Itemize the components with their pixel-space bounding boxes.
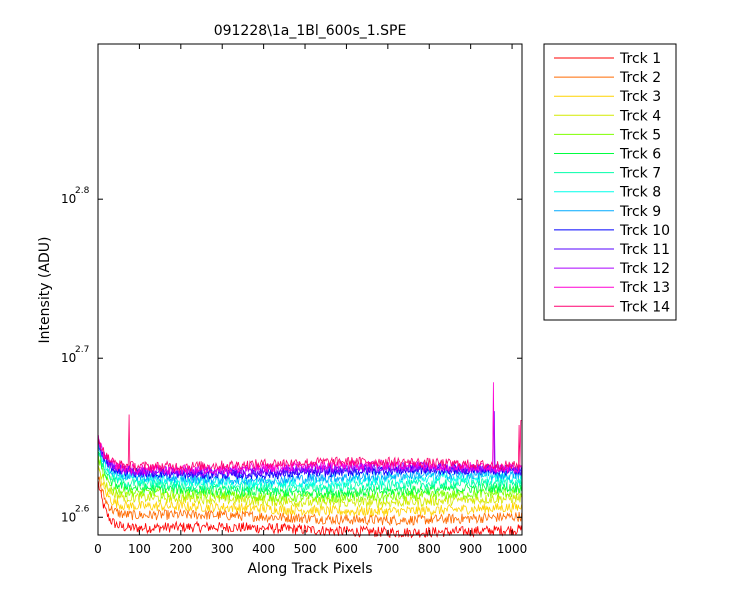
x-tick-label: 900 <box>459 542 482 556</box>
legend-label-8: Trck 8 <box>619 185 661 201</box>
chart-title: 091228\1a_1Bl_600s_1.SPE <box>214 23 407 39</box>
legend-label-9: Trck 9 <box>619 204 661 220</box>
y-tick-label-exponent: 2.7 <box>75 345 89 355</box>
legend-label-4: Trck 4 <box>619 108 661 124</box>
x-tick-label: 0 <box>94 542 102 556</box>
x-tick-label: 600 <box>335 542 358 556</box>
legend-box <box>543 43 677 321</box>
x-axis-label: Along Track Pixels <box>247 561 372 577</box>
axes-box <box>97 43 523 536</box>
x-tick-label: 200 <box>169 542 192 556</box>
legend-label-7: Trck 7 <box>619 166 661 182</box>
x-tick-label: 300 <box>211 542 234 556</box>
y-axis-label: Intensity (ADU) <box>37 237 53 344</box>
x-tick-label: 800 <box>418 542 441 556</box>
x-tick-label: 100 <box>128 542 151 556</box>
legend-label-3: Trck 3 <box>619 89 661 105</box>
y-tick-label-exponent: 2.8 <box>75 186 90 196</box>
legend-label-13: Trck 13 <box>619 280 670 296</box>
legend-label-12: Trck 12 <box>619 261 670 277</box>
y-tick-label-base: 10 <box>61 351 76 365</box>
y-tick-label-exponent: 2.6 <box>75 504 90 514</box>
legend-label-10: Trck 10 <box>619 223 670 239</box>
y-tick-label-base: 10 <box>61 510 76 524</box>
y-tick-label-base: 10 <box>61 192 76 206</box>
series-line-1 <box>98 481 522 539</box>
legend: Trck 1 Trck 2 Trck 3 Trck 4 Trck 5 Trck 6 Trck… <box>543 43 677 321</box>
x-tick-label: 500 <box>294 542 317 556</box>
series-line-2 <box>98 476 522 527</box>
plot-series-group <box>98 382 522 539</box>
legend-label-1: Trck 1 <box>619 51 661 67</box>
legend-label-5: Trck 5 <box>619 127 661 143</box>
x-tick-label: 700 <box>376 542 399 556</box>
legend-label-14: Trck 14 <box>619 299 670 315</box>
series-line-3 <box>98 466 522 518</box>
series-line-9 <box>98 444 522 486</box>
x-tick-label: 400 <box>252 542 275 556</box>
axis-ticks: 0 100 200 300 400 500 600 700 800 900 1000102.6102… <box>61 44 527 556</box>
x-tick-label: 1000 <box>497 542 528 556</box>
legend-label-2: Trck 2 <box>619 70 661 86</box>
series-line-7 <box>98 451 522 493</box>
series-line-14 <box>98 414 522 472</box>
legend-label-11: Trck 11 <box>619 242 670 258</box>
legend-label-6: Trck 6 <box>619 147 661 163</box>
